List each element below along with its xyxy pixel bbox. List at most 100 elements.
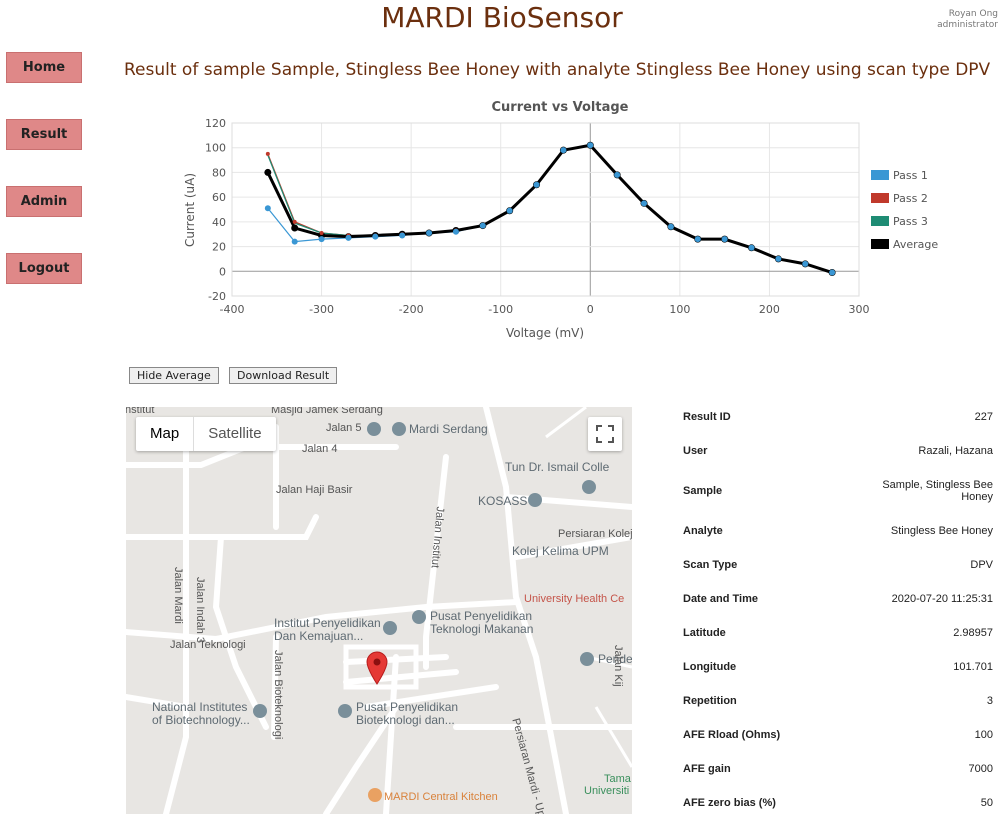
y-tick-label: 40 [212,216,226,229]
app-title: MARDI BioSensor [381,1,623,34]
map-label: Jalan Haji Basir [276,484,353,496]
data-point [426,229,433,236]
place-pin-icon[interactable] [580,652,594,666]
map-label: Persiaran Kolej [558,528,632,540]
place-pin-icon[interactable] [338,704,352,718]
legend-label[interactable]: Pass 3 [893,215,928,228]
y-axis-label: Current (uA) [183,173,197,247]
legend-swatch[interactable] [871,216,889,226]
map-label: Bioteknologi dan... [356,713,455,727]
place-pin-icon[interactable] [367,422,381,436]
legend-label[interactable]: Average [893,238,938,251]
x-tick-label: -200 [399,303,424,316]
fullscreen-icon[interactable] [588,417,622,451]
x-tick-label: 0 [587,303,594,316]
info-row: User Razali, Hazana [677,434,997,468]
current-voltage-chart: Current vs Voltage -400 -300 -200 -100 0 100 2… [183,100,938,340]
series-line-average [266,143,833,274]
map-label: of Biotechnology... [152,713,250,727]
info-row: Repetition 3 [677,684,997,718]
map-label: Jalan Kij [612,645,624,687]
home-button[interactable]: Home [6,52,82,83]
legend-swatch[interactable] [871,193,889,203]
data-point [748,244,755,251]
map-type-control[interactable]: Map Satellite [136,417,276,451]
info-value: 3 [986,695,993,707]
x-tick-label: 100 [669,303,690,316]
map-label: Tun Dr. Ismail Colle [505,460,610,474]
legend-label[interactable]: Pass 1 [893,169,928,182]
x-tick-label: -100 [488,303,513,316]
map-label: Pusat Penyelidikan [356,700,459,714]
info-row: AFE Rload (Ohms) 100 [677,718,997,752]
info-key: Scan Type [683,559,738,571]
plot-area-border [231,122,860,297]
info-key: AFE gain [683,763,731,775]
info-value: 227 [974,411,993,423]
map-view[interactable]: Map Satellite Institut Masjid Jamek Serd… [126,407,632,814]
location-marker-icon[interactable] [366,651,388,685]
data-point [291,238,298,245]
map-label: Jalan 5 [326,422,362,434]
info-value: 50 [980,797,993,809]
info-key: Date and Time [683,593,758,605]
data-point [372,233,379,240]
map-type-map-button[interactable]: Map [150,425,180,442]
data-point [292,219,297,224]
data-point [587,142,594,149]
y-tick-label: 0 [219,265,226,278]
result-button[interactable]: Result [6,119,82,150]
map-type-satellite-button[interactable]: Satellite [193,417,275,451]
x-axis-label: Voltage (mV) [506,326,584,340]
restaurant-pin-icon[interactable] [368,788,382,802]
hide-average-button[interactable]: Hide Average [129,367,219,384]
series-line-pass-3 [267,144,833,274]
data-point [399,232,406,239]
info-value: 7000 [968,763,993,775]
data-point [614,171,621,178]
admin-button[interactable]: Admin [6,186,82,217]
place-pin-icon[interactable] [412,610,426,624]
legend-label[interactable]: Pass 2 [893,192,928,205]
map-label: Institut [126,407,155,416]
info-key: Analyte [683,525,723,537]
info-row: Result ID 227 [677,400,997,434]
legend-swatch[interactable] [871,170,889,180]
info-key: AFE zero bias (%) [683,797,776,809]
info-value: 100 [974,729,993,741]
data-point [479,222,486,229]
legend-swatch[interactable] [871,239,889,249]
y-tick-label: 60 [212,191,226,204]
data-point [829,269,836,276]
y-tick-label: 100 [205,142,226,155]
user-name[interactable]: Royan Ong [948,9,998,19]
place-pin-icon[interactable] [582,480,596,494]
info-row: Longitude 101.701 [677,650,997,684]
y-tick-label: 80 [212,166,226,179]
x-tick-label: -400 [220,303,245,316]
map-label: National Institutes [152,700,248,714]
series-line-pass-2 [267,144,833,274]
logout-button[interactable]: Logout [6,253,82,284]
info-row: Date and Time 2020-07-20 11:25:31 [677,582,997,616]
chart-grid [231,122,860,297]
map-label: Teknologi Makanan [430,622,534,636]
map-label: Institut Penyelidikan [274,616,381,630]
place-pin-icon[interactable] [383,621,397,635]
info-row: Analyte Stingless Bee Honey [677,514,997,548]
info-key: Repetition [683,695,737,707]
series-line-pass-1 [267,144,833,274]
place-pin-icon[interactable] [392,422,406,436]
data-point [291,224,299,232]
place-pin-icon[interactable] [528,493,542,507]
info-row: Scan Type DPV [677,548,997,582]
result-info-table: Result ID 227 User Razali, Hazana Sample Sa… [677,400,997,820]
chart-legend[interactable]: Pass 1 Pass 2 Pass 3 Average [871,169,938,251]
map-label: Kolej Kelima UPM [512,544,609,558]
info-value: DPV [970,559,993,571]
info-row: AFE gain 7000 [677,752,997,786]
download-result-button[interactable]: Download Result [229,367,338,384]
place-pin-icon[interactable] [253,704,267,718]
x-tick-label: 300 [849,303,870,316]
info-key: Sample [683,485,723,497]
